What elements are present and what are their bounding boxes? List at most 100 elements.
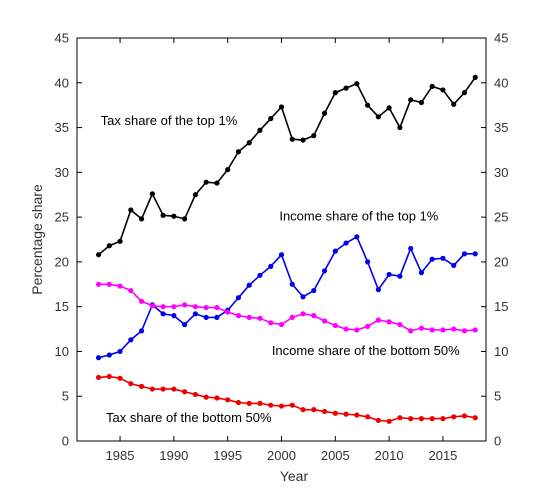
series-line	[98, 236, 476, 359]
y-tick-label-right: 35	[494, 120, 508, 135]
series-income-share-of-the-bottom-50pct	[95, 281, 478, 334]
data-point	[311, 133, 317, 139]
data-point	[268, 116, 274, 122]
data-point	[95, 252, 102, 258]
data-point	[257, 127, 263, 133]
data-point	[300, 137, 306, 143]
data-point	[451, 262, 457, 269]
series-group	[95, 74, 478, 424]
data-point	[375, 287, 381, 293]
x-tick-label: 2015	[428, 448, 457, 463]
y-tick-label-right: 25	[494, 210, 508, 225]
data-point	[149, 386, 155, 392]
data-point	[429, 327, 435, 333]
data-point	[386, 319, 392, 325]
data-point	[160, 311, 166, 317]
data-point	[429, 416, 435, 422]
data-point	[149, 191, 155, 197]
y-tick-label-left: 10	[55, 344, 69, 359]
y-tick-label-left: 35	[55, 120, 69, 135]
annotation-label: Income share of the top 1%	[279, 209, 438, 224]
data-point	[235, 149, 242, 155]
data-point	[472, 251, 478, 257]
data-point	[332, 410, 338, 416]
data-point	[214, 180, 220, 186]
data-point	[289, 402, 295, 408]
data-point	[235, 313, 242, 319]
y-tick-label-right: 45	[494, 31, 508, 46]
annotation-label: Tax share of the bottom 50%	[106, 410, 272, 425]
data-point	[365, 414, 371, 420]
data-point	[332, 90, 338, 96]
series-line	[98, 76, 476, 256]
data-point	[257, 315, 263, 321]
data-point	[451, 326, 457, 332]
data-point	[365, 323, 371, 329]
data-point	[461, 90, 468, 96]
data-point	[408, 416, 414, 422]
data-point	[160, 212, 166, 218]
data-point	[246, 140, 252, 146]
data-point	[138, 216, 145, 222]
data-point	[408, 245, 414, 252]
y-tick-label-right: 10	[494, 344, 508, 359]
data-point	[95, 281, 102, 287]
data-point	[397, 415, 403, 421]
x-axis-title: Year	[280, 468, 309, 484]
data-point	[440, 327, 446, 333]
data-point	[365, 102, 371, 108]
data-point	[472, 327, 478, 333]
data-point	[138, 383, 145, 389]
data-point	[289, 136, 295, 142]
data-point	[386, 271, 392, 278]
x-tick-label: 2010	[375, 448, 404, 463]
data-point	[354, 81, 360, 87]
data-point	[343, 85, 349, 91]
data-point	[106, 281, 112, 287]
data-point	[182, 389, 188, 395]
data-point	[106, 373, 112, 380]
data-point	[225, 309, 231, 315]
annotation-label: Income share of the bottom 50%	[272, 343, 460, 358]
data-point	[289, 281, 295, 287]
x-tick-label: 2005	[321, 448, 350, 463]
data-point	[117, 375, 123, 381]
data-point	[203, 394, 209, 400]
data-point	[397, 124, 403, 131]
data-point	[95, 355, 102, 361]
y-tick-label-left: 0	[62, 434, 69, 449]
data-point	[257, 272, 263, 278]
data-point	[418, 99, 425, 106]
data-point	[278, 104, 285, 110]
data-point	[257, 400, 263, 406]
data-point	[408, 97, 414, 103]
x-tick-label: 1985	[106, 448, 135, 463]
data-point	[408, 328, 414, 334]
data-point	[278, 403, 285, 409]
data-point	[397, 273, 403, 279]
y-tick-label-left: 20	[55, 254, 69, 269]
data-point	[203, 314, 209, 321]
data-point	[268, 320, 274, 326]
data-point	[128, 337, 134, 343]
data-point	[429, 83, 435, 89]
data-point	[461, 328, 468, 334]
y-tick-label-left: 30	[55, 165, 69, 180]
data-point	[171, 213, 177, 219]
data-point	[461, 251, 468, 257]
data-point	[300, 407, 306, 413]
data-point	[246, 400, 252, 406]
data-point	[332, 248, 338, 254]
data-point	[117, 283, 123, 289]
data-point	[225, 397, 231, 403]
data-point	[171, 386, 177, 392]
data-point	[321, 268, 328, 274]
x-tick-label: 2000	[267, 448, 296, 463]
data-point	[332, 322, 338, 329]
data-point	[106, 243, 112, 249]
data-point	[321, 408, 328, 415]
data-point	[203, 179, 209, 185]
data-point	[321, 318, 328, 324]
data-point	[343, 326, 349, 332]
